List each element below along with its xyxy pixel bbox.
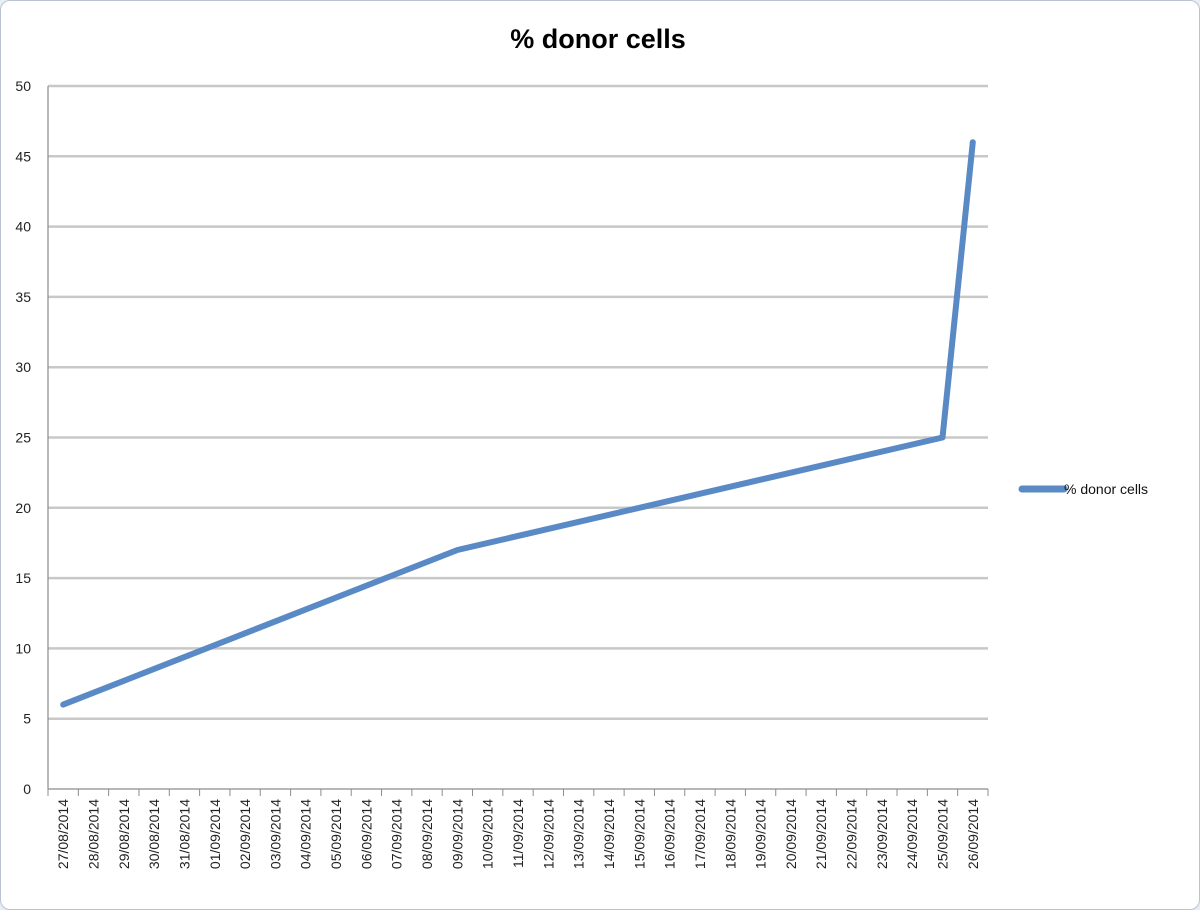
x-tick-label: 05/09/2014: [328, 799, 344, 869]
x-tick-label: 06/09/2014: [358, 799, 374, 869]
y-tick-label: 50: [15, 78, 31, 94]
x-tick-label: 23/09/2014: [874, 799, 890, 869]
x-tick-label: 12/09/2014: [540, 799, 556, 869]
axes: [47, 86, 989, 796]
y-tick-label: 0: [23, 781, 31, 797]
x-tick-label: 18/09/2014: [722, 799, 738, 869]
x-tick-label: 10/09/2014: [480, 799, 496, 869]
y-tick-label: 35: [15, 289, 31, 305]
x-tick-label: 11/09/2014: [510, 799, 526, 868]
series-layer: [60, 139, 976, 708]
x-tick-label: 22/09/2014: [844, 799, 860, 869]
x-tick-label: 08/09/2014: [419, 799, 435, 869]
x-tick-label: 09/09/2014: [449, 799, 465, 869]
x-tick-label: 29/08/2014: [116, 799, 132, 869]
x-tick-label: 16/09/2014: [662, 799, 678, 869]
y-tick-label: 10: [15, 640, 31, 656]
x-tick-label: 24/09/2014: [904, 799, 920, 869]
x-tick-label: 04/09/2014: [298, 799, 314, 869]
y-tick-label: 25: [15, 430, 31, 446]
gridlines: [48, 84, 988, 720]
y-tick-label: 20: [15, 500, 31, 516]
x-tick-label: 20/09/2014: [783, 799, 799, 869]
x-tick-label: 19/09/2014: [753, 799, 769, 869]
x-tick-label: 02/09/2014: [237, 799, 253, 869]
x-tick-label: 27/08/2014: [55, 799, 71, 869]
x-axis-tick-labels: 27/08/2014 28/08/2014 29/08/2014 30/08/2014…: [55, 799, 981, 869]
x-tick-label: 03/09/2014: [267, 799, 283, 869]
x-tick-label: 15/09/2014: [631, 799, 647, 869]
x-tick-label: 21/09/2014: [813, 799, 829, 869]
legend: % donor cells: [1018, 481, 1148, 497]
legend-label: % donor cells: [1064, 481, 1148, 497]
x-tick-label: 07/09/2014: [389, 799, 405, 869]
y-tick-label: 30: [15, 359, 31, 375]
x-tick-label: 14/09/2014: [601, 799, 617, 869]
x-tick-label: 28/08/2014: [85, 799, 101, 869]
y-tick-label: 40: [15, 219, 31, 235]
y-tick-label: 5: [23, 711, 31, 727]
y-tick-label: 45: [15, 148, 31, 164]
x-tick-label: 25/09/2014: [935, 799, 951, 869]
y-tick-label: 15: [15, 570, 31, 586]
chart-title: % donor cells: [510, 24, 686, 54]
x-tick-label: 31/08/2014: [176, 799, 192, 869]
x-tick-label: 17/09/2014: [692, 799, 708, 869]
series-line-0: [60, 139, 976, 708]
y-axis-tick-labels: 0 5 10 15 20 25 30 35 40 45 50: [15, 78, 31, 797]
x-tick-label: 01/09/2014: [207, 799, 223, 869]
x-tick-label: 30/08/2014: [146, 799, 162, 869]
x-tick-label: 13/09/2014: [571, 799, 587, 869]
x-tick-label: 26/09/2014: [965, 799, 981, 869]
